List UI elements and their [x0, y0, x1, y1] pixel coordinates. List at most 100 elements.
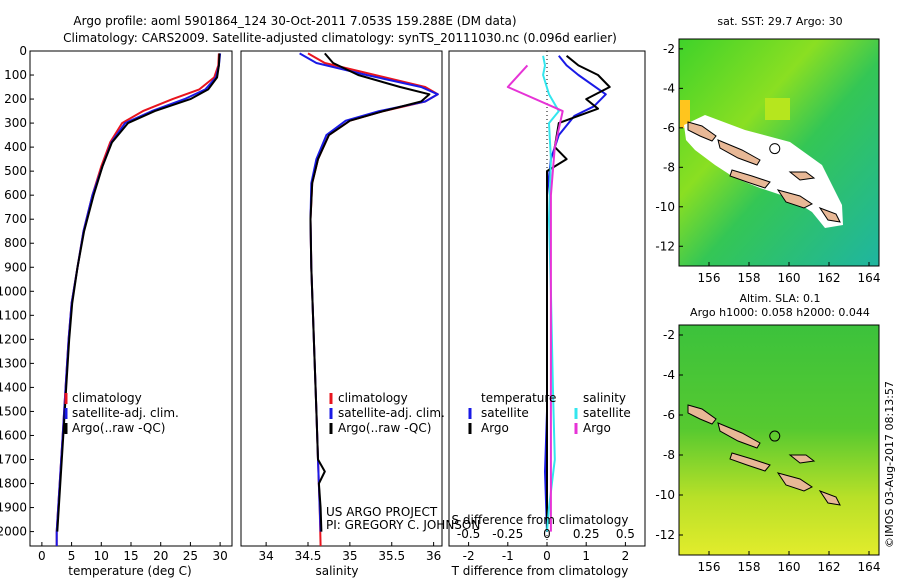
- depth-tick-label: 900: [4, 260, 27, 274]
- map-y-tick-label: -10: [655, 200, 675, 214]
- sla-map-frame: [678, 324, 880, 556]
- x-tick-label: 5: [68, 549, 76, 563]
- map-x-tick-label: 158: [738, 560, 761, 574]
- difference-t-xlabel: T difference from climatology: [451, 564, 629, 578]
- legend2-clim-label: climatology: [338, 391, 408, 405]
- map-y-tick-label: -4: [663, 368, 675, 382]
- legend3-targo-label: Argo: [481, 421, 509, 435]
- x-tick-label: 34.5: [295, 549, 322, 563]
- credit-line1: US ARGO PROJECT: [326, 505, 438, 519]
- s-tick-label: -0.25: [492, 527, 523, 541]
- salinity-series: [299, 52, 439, 546]
- depth-tick-label: 1800: [0, 477, 27, 491]
- map-y-tick-label: -8: [663, 160, 675, 174]
- map-y-tick-label: -12: [655, 528, 675, 542]
- x-tick-label: -1: [502, 549, 514, 563]
- depth-tick-label: 700: [4, 212, 27, 226]
- x-tick-label: 34: [258, 549, 273, 563]
- x-tick-label: 20: [153, 549, 168, 563]
- sla-map-ticks: 156 158 160 162 164 -2 -4 -6 -8 -10 -12: [655, 328, 880, 574]
- temperature-xlabel: temperature (deg C): [68, 564, 191, 578]
- difference-s-xlabel: S difference from climatology: [452, 513, 629, 527]
- depth-tick-label: 2000: [0, 525, 27, 539]
- series-line: [506, 64, 564, 532]
- depth-tick-label: 200: [4, 92, 27, 106]
- depth-tick-label: 800: [4, 236, 27, 250]
- map-y-tick-label: -4: [663, 81, 675, 95]
- x-tick-label: 30: [212, 549, 227, 563]
- legend3-temp-head: temperature: [481, 391, 556, 405]
- temperature-x-ticks: 0 5 10 15 20 25 30: [38, 542, 228, 563]
- map-y-tick-label: -8: [663, 448, 675, 462]
- depth-tick-label: 100: [4, 68, 27, 82]
- s-tick-label: 0: [543, 527, 551, 541]
- x-tick-label: 0: [38, 549, 46, 563]
- map-x-tick-label: 162: [818, 560, 841, 574]
- depth-tick-label: 500: [4, 164, 27, 178]
- depth-tick-label: 1900: [0, 501, 27, 515]
- legend3-sal-head: salinity: [583, 391, 626, 405]
- map-y-tick-label: -10: [655, 488, 675, 502]
- depth-tick-label: 1100: [0, 308, 27, 322]
- legend-clim-label: climatology: [72, 391, 142, 405]
- map-x-tick-label: 164: [858, 271, 881, 285]
- legend2-argo-label: Argo(..raw -QC): [338, 421, 431, 435]
- depth-tick-label: 1400: [0, 380, 27, 394]
- sst-map-ticks: 156 158 160 162 164 -2 -4 -6 -8 -10 -12: [655, 42, 880, 285]
- x-tick-label: 15: [123, 549, 138, 563]
- depth-tick-label: 1500: [0, 404, 27, 418]
- s-tick-label: 0.5: [616, 527, 635, 541]
- salinity-xlabel: salinity: [315, 564, 358, 578]
- map-x-tick-label: 164: [858, 560, 881, 574]
- sla-field: [679, 325, 879, 555]
- map-y-tick-label: -12: [655, 239, 675, 253]
- legend3-ssat-label: satellite: [583, 406, 631, 420]
- depth-tick-label: 1700: [0, 452, 27, 466]
- depth-tick-label: 1000: [0, 284, 27, 298]
- sla-map-title: Altim. SLA: 0.1: [739, 292, 820, 305]
- x-tick-label: 25: [183, 549, 198, 563]
- difference-series: [506, 51, 611, 546]
- imos-stamp: ©IMOS 03-Aug-2017 08:13:57: [883, 381, 896, 548]
- depth-tick-label: 1600: [0, 428, 27, 442]
- map-y-tick-label: -6: [663, 121, 675, 135]
- difference-x-ticks: -2 -1 0 1 2 -0.5 -0.25 0 0.25 0.5: [457, 527, 635, 563]
- temperature-panel: [29, 50, 233, 547]
- salinity-panel: [240, 50, 443, 547]
- x-tick-label: 1: [582, 549, 590, 563]
- depth-tick-label: 400: [4, 140, 27, 154]
- depth-tick-label: 1300: [0, 356, 27, 370]
- difference-legend: temperature salinity satellite Argo sate…: [468, 391, 631, 435]
- sla-islands: [687, 404, 841, 506]
- sla-map-subtitle: Argo h1000: 0.058 h2000: 0.044: [690, 306, 870, 319]
- series-line: [542, 55, 560, 532]
- header-line2: Climatology: CARS2009. Satellite-adjuste…: [63, 31, 617, 45]
- sst-warm-patch: [680, 100, 690, 128]
- depth-tick-label: 600: [4, 188, 27, 202]
- x-tick-label: 2: [622, 549, 630, 563]
- x-tick-label: 36: [426, 549, 441, 563]
- map-y-tick-label: -6: [663, 408, 675, 422]
- sst-map: 156 158 160 162 164 -2 -4 -6 -8 -10 -12: [655, 38, 880, 285]
- depth-axis: 0 100 200 300 400 500 600 700 800 900 1000 1100 1200…: [0, 44, 34, 539]
- depth-tick-label: 0: [19, 44, 27, 58]
- sla-profile-marker: [769, 430, 781, 442]
- map-x-tick-label: 162: [818, 271, 841, 285]
- x-tick-label: -2: [463, 549, 475, 563]
- credit-line2: PI: GREGORY C. JOHNSON: [326, 518, 480, 532]
- depth-tick-label: 300: [4, 116, 27, 130]
- sst-warm-patch-2: [765, 98, 790, 120]
- temperature-legend: climatology satellite-adj. clim. Argo(..…: [64, 391, 179, 435]
- header-line1: Argo profile: aoml 5901864_124 30-Oct-20…: [73, 14, 516, 28]
- x-tick-label: 0: [543, 549, 551, 563]
- x-tick-label: 35.5: [378, 549, 405, 563]
- sst-profile-marker: [769, 143, 781, 155]
- x-tick-label: 10: [94, 549, 109, 563]
- map-x-tick-label: 156: [698, 271, 721, 285]
- legend2-sat-label: satellite-adj. clim.: [338, 406, 445, 420]
- map-y-tick-label: -2: [663, 328, 675, 342]
- legend-argo-label: Argo(..raw -QC): [72, 421, 165, 435]
- legend3-tsat-label: satellite: [481, 406, 529, 420]
- sla-map: 156 158 160 162 164 -2 -4 -6 -8 -10 -12: [655, 324, 880, 574]
